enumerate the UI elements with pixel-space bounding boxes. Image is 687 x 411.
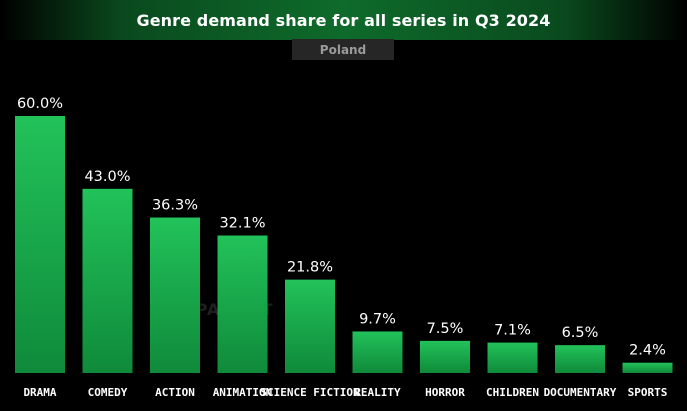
subtitle-badge: Poland <box>292 39 394 60</box>
value-label: 2.4% <box>629 343 666 359</box>
category-label: HORROR <box>425 386 465 399</box>
bar-documentary <box>555 345 605 373</box>
value-labels-layer: 60.0% 43.0% 36.3% 32.1% 21.8% 9.7% 7.5% 7.1% 6.5… <box>17 96 666 359</box>
category-label: SCIENCE FICTION <box>260 386 359 399</box>
category-label: ANIMATION <box>213 386 273 399</box>
category-label: DOCUMENTARY <box>544 386 617 399</box>
value-label: 60.0% <box>17 96 63 112</box>
value-label: 43.0% <box>84 169 130 185</box>
category-label: SPORTS <box>628 386 668 399</box>
value-label: 32.1% <box>219 216 265 232</box>
bar-children <box>487 342 538 373</box>
value-label: 36.3% <box>152 198 198 214</box>
title-banner: Genre demand share for all series in Q3 … <box>0 0 687 40</box>
bar-action <box>150 217 200 373</box>
chart-title: Genre demand share for all series in Q3 … <box>136 10 551 30</box>
category-label: DRAMA <box>23 386 56 399</box>
value-label: 7.1% <box>494 323 531 339</box>
bar-science-fiction <box>285 279 335 373</box>
bar-reality <box>352 331 403 373</box>
category-label: REALITY <box>354 386 401 399</box>
bar-sports <box>622 362 673 373</box>
value-label: 7.5% <box>427 321 464 337</box>
value-label: 9.7% <box>359 311 396 327</box>
category-label: CHILDREN <box>486 386 539 399</box>
value-label: 21.8% <box>287 260 333 276</box>
value-label: 6.5% <box>562 325 599 341</box>
category-label: ACTION <box>155 386 195 399</box>
category-label: COMEDY <box>88 386 128 399</box>
bar-horror <box>420 340 470 373</box>
chart-subtitle: Poland <box>319 42 367 57</box>
bars-layer <box>15 116 673 373</box>
bar-drama <box>15 116 65 373</box>
bar-animation <box>217 235 268 373</box>
bar-comedy <box>82 188 133 373</box>
